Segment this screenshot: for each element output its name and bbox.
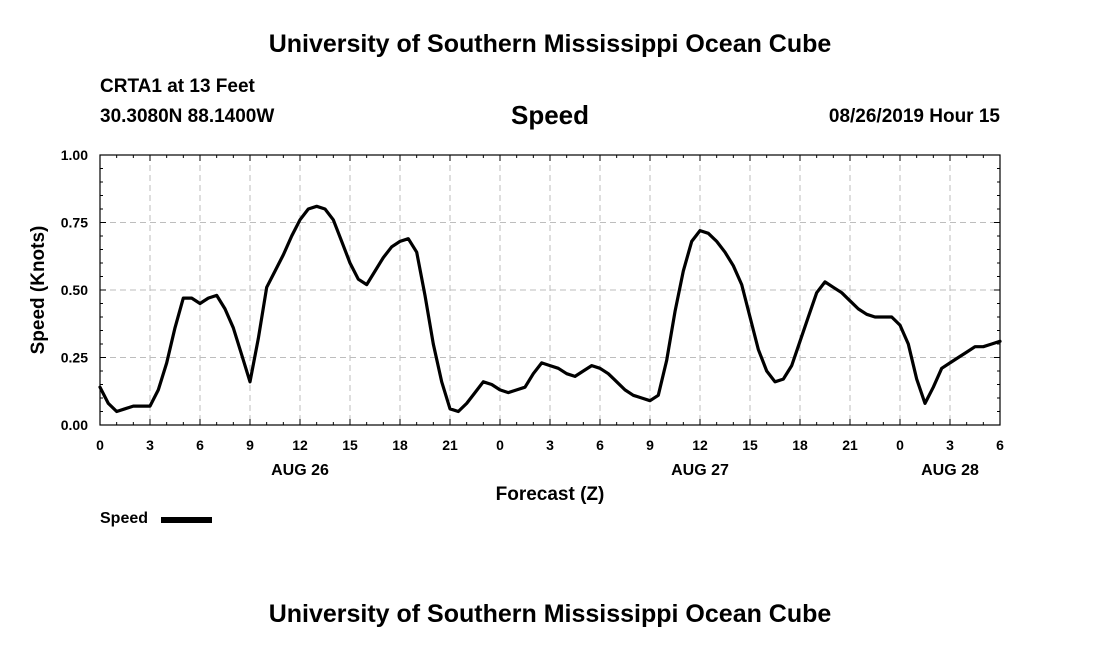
y-tick-label: 0.25 [61,350,88,366]
x-tick-label: 6 [996,437,1004,453]
legend-swatch [161,517,212,523]
x-tick-label: 21 [442,437,458,453]
x-tick-label: 0 [896,437,904,453]
header-title: University of Southern Mississippi Ocean… [268,30,832,58]
x-tick-label: 18 [792,437,808,453]
x-tick-label: 12 [292,437,308,453]
x-tick-label: 6 [196,437,204,453]
y-tick-label: 0.75 [61,215,88,231]
plot-frame [99,154,1001,426]
y-tick-label: 0.50 [61,282,88,298]
legend-label: Speed [100,510,149,527]
x-tick-label: 9 [246,437,254,453]
x-tick-label: 9 [646,437,654,453]
x-tick-label: 3 [546,437,554,453]
x-tick-label: 3 [146,437,154,453]
date-label: AUG 27 [671,462,729,479]
x-tick-label: 21 [842,437,858,453]
forecast-datetime: 08/26/2019 Hour 15 [828,106,1000,127]
x-tick-label: 15 [742,437,758,453]
chart-title: Speed [510,100,590,130]
y-axis-label: Speed (Knots) [28,226,49,355]
y-tick-label: 1.00 [61,147,88,163]
x-tick-label: 12 [692,437,708,453]
date-label: AUG 28 [921,462,979,479]
x-tick-label: 6 [596,437,604,453]
series-line-speed [98,204,1002,414]
x-tick-label: 3 [946,437,954,453]
x-axis-label: Forecast (Z) [496,484,605,505]
date-label: AUG 26 [271,462,329,479]
x-tick-label: 18 [392,437,408,453]
footer-title: University of Southern Mississippi Ocean… [268,600,832,628]
x-tick-label: 0 [496,437,504,453]
x-tick-label: 0 [96,437,104,453]
station-label: CRTA1 at 13 Feet [100,76,255,97]
x-tick-label: 15 [342,437,358,453]
y-tick-label: 0.00 [61,417,88,433]
coordinates-label: 30.3080N 88.1400W [100,106,275,127]
